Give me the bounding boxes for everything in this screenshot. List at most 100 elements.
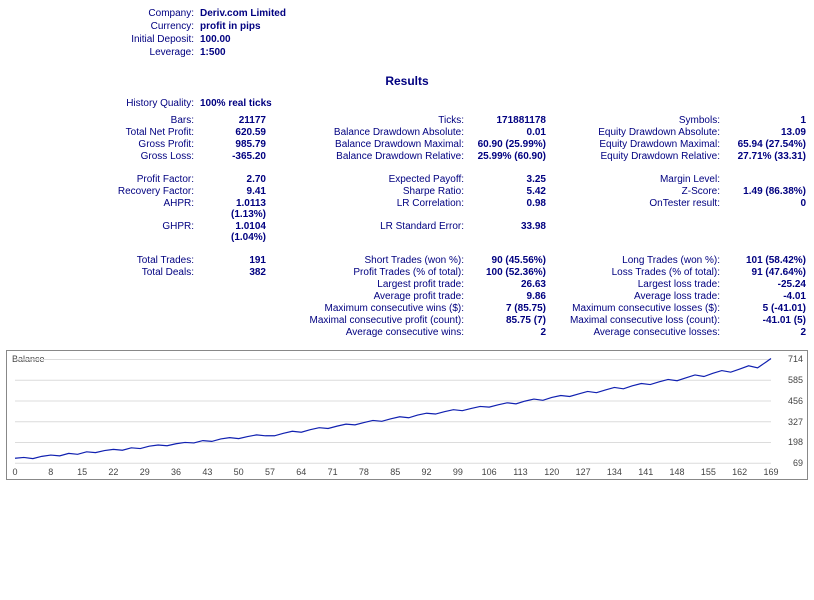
stat-value: 13.09 xyxy=(726,127,806,138)
stat-value: -41.01 (5) xyxy=(726,315,806,326)
stat-value: 26.63 xyxy=(470,279,556,290)
stat-label: Margin Level: xyxy=(556,174,726,185)
chart-ytick: 198 xyxy=(788,437,803,447)
chart-xtick: 120 xyxy=(544,467,559,477)
stat-value: 21177 xyxy=(200,115,276,126)
stat-label: Bars: xyxy=(0,115,200,126)
history-quality-value: 100% real ticks xyxy=(200,98,272,109)
header-row: Initial Deposit:100.00 xyxy=(0,34,814,45)
stat-label: Total Trades: xyxy=(0,255,200,266)
stats-row: Profit Factor:2.70Expected Payoff:3.25Ma… xyxy=(0,174,814,185)
stat-value: 171881178 xyxy=(470,115,556,126)
chart-ytick: 714 xyxy=(788,354,803,364)
stat-value: -4.01 xyxy=(726,291,806,302)
header-value: Deriv.com Limited xyxy=(200,8,286,19)
stat-label: Average profit trade: xyxy=(276,291,470,302)
stat-label: Recovery Factor: xyxy=(0,186,200,197)
stat-value: 5.42 xyxy=(470,186,556,197)
header-info: Company:Deriv.com LimitedCurrency:profit… xyxy=(0,8,814,58)
stat-value: 2 xyxy=(726,327,806,338)
balance-line xyxy=(15,358,771,458)
chart-ytick: 456 xyxy=(788,396,803,406)
stat-value: 65.94 (27.54%) xyxy=(726,139,806,150)
chart-xtick: 99 xyxy=(453,467,463,477)
stats-row: Total Net Profit:620.59Balance Drawdown … xyxy=(0,127,814,138)
stat-value: 0.01 xyxy=(470,127,556,138)
stat-value: 2.70 xyxy=(200,174,276,185)
stat-label: Short Trades (won %): xyxy=(276,255,470,266)
stat-label: Ticks: xyxy=(276,115,470,126)
header-row: Company:Deriv.com Limited xyxy=(0,8,814,19)
chart-xtick: 29 xyxy=(140,467,150,477)
stat-value: 0 xyxy=(726,198,806,220)
chart-xtick: 169 xyxy=(763,467,778,477)
stats-block: Bars:21177Ticks:171881178Symbols:1Total … xyxy=(0,115,814,162)
stat-label xyxy=(556,221,726,243)
stat-value: 9.86 xyxy=(470,291,556,302)
stat-label: Gross Loss: xyxy=(0,151,200,162)
stat-value: 191 xyxy=(200,255,276,266)
stat-label: Gross Profit: xyxy=(0,139,200,150)
stats-row: Total Trades:191Short Trades (won %):90 … xyxy=(0,255,814,266)
chart-xtick: 15 xyxy=(77,467,87,477)
chart-xtick: 141 xyxy=(638,467,653,477)
stat-value: 33.98 xyxy=(470,221,556,243)
stat-label: Maximum consecutive wins ($): xyxy=(276,303,470,314)
stat-value: 1 xyxy=(726,115,806,126)
stat-label: OnTester result: xyxy=(556,198,726,220)
stats-row: Maximal consecutive profit (count):85.75… xyxy=(0,315,814,326)
stat-value: 1.0113 (1.13%) xyxy=(200,198,276,220)
stats-block: Total Trades:191Short Trades (won %):90 … xyxy=(0,255,814,338)
stat-label: Z-Score: xyxy=(556,186,726,197)
header-row: Currency:profit in pips xyxy=(0,21,814,32)
stat-label: Total Net Profit: xyxy=(0,127,200,138)
header-label: Company: xyxy=(0,8,200,19)
stat-label: Expected Payoff: xyxy=(276,174,470,185)
stat-label: LR Standard Error: xyxy=(276,221,470,243)
stat-value xyxy=(200,315,276,326)
chart-xtick: 92 xyxy=(422,467,432,477)
history-quality-row: History Quality: 100% real ticks xyxy=(0,98,814,109)
chart-xtick: 148 xyxy=(670,467,685,477)
stat-value: 100 (52.36%) xyxy=(470,267,556,278)
chart-ytick: 327 xyxy=(788,417,803,427)
chart-xtick: 50 xyxy=(234,467,244,477)
stat-value: 85.75 (7) xyxy=(470,315,556,326)
chart-xtick: 162 xyxy=(732,467,747,477)
stat-value: 1.49 (86.38%) xyxy=(726,186,806,197)
chart-xtick: 113 xyxy=(513,467,527,477)
results-title: Results xyxy=(0,74,814,88)
header-label: Leverage: xyxy=(0,47,200,58)
stats-row: AHPR:1.0113 (1.13%)LR Correlation:0.98On… xyxy=(0,198,814,220)
stat-label: Maximum consecutive losses ($): xyxy=(556,303,726,314)
stat-value xyxy=(200,279,276,290)
stat-value: 620.59 xyxy=(200,127,276,138)
chart-xtick: 155 xyxy=(701,467,716,477)
stat-value: 9.41 xyxy=(200,186,276,197)
stat-value: 101 (58.42%) xyxy=(726,255,806,266)
chart-xtick: 71 xyxy=(328,467,338,477)
stat-value: 60.90 (25.99%) xyxy=(470,139,556,150)
stat-value: 2 xyxy=(470,327,556,338)
stat-label: Maximal consecutive profit (count): xyxy=(276,315,470,326)
stat-label: Equity Drawdown Relative: xyxy=(556,151,726,162)
stat-label: GHPR: xyxy=(0,221,200,243)
stat-label: Symbols: xyxy=(556,115,726,126)
stat-label: Average loss trade: xyxy=(556,291,726,302)
chart-xtick: 36 xyxy=(171,467,181,477)
header-value: profit in pips xyxy=(200,21,261,32)
header-value: 1:500 xyxy=(200,47,226,58)
stat-label xyxy=(0,327,200,338)
stat-label: Balance Drawdown Absolute: xyxy=(276,127,470,138)
stat-label: LR Correlation: xyxy=(276,198,470,220)
stat-value: 7 (85.75) xyxy=(470,303,556,314)
chart-xtick: 0 xyxy=(12,467,17,477)
stat-label: Average consecutive wins: xyxy=(276,327,470,338)
chart-svg xyxy=(7,351,807,479)
stat-value xyxy=(726,221,806,243)
stat-value: -25.24 xyxy=(726,279,806,290)
stats-row: Recovery Factor:9.41Sharpe Ratio:5.42Z-S… xyxy=(0,186,814,197)
header-label: Currency: xyxy=(0,21,200,32)
chart-xtick: 8 xyxy=(48,467,53,477)
stats-container: Bars:21177Ticks:171881178Symbols:1Total … xyxy=(0,115,814,338)
